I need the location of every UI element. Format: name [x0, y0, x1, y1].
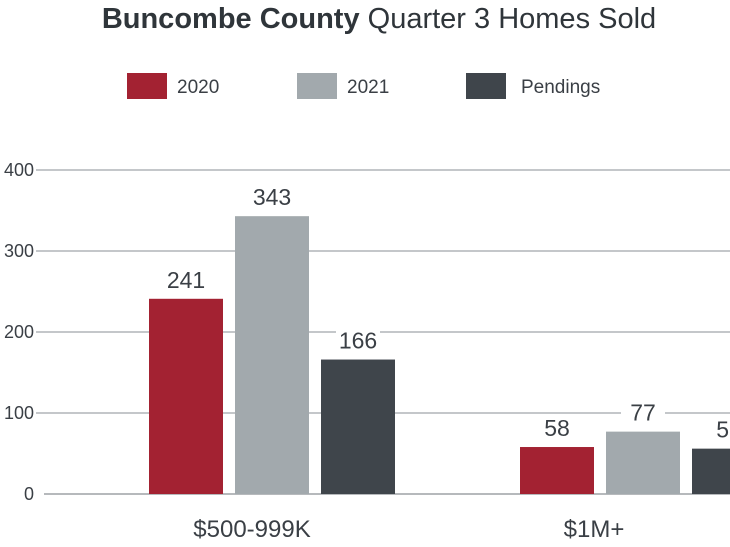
- chart-title: Buncombe County Quarter 3 Homes Sold: [102, 3, 656, 35]
- legend-label-2020: 2020: [177, 77, 219, 98]
- data-label-backdrop: [707, 415, 730, 443]
- data-label-pendings-1m: 56: [716, 417, 730, 443]
- data-label-backdrop: [535, 414, 579, 442]
- y-tick-label: 400: [4, 160, 34, 180]
- data-label-2021-1m: 77: [630, 400, 656, 426]
- data-label-pendings-500-999k: 166: [339, 328, 377, 354]
- y-tick-label: 100: [4, 403, 34, 423]
- legend-label-pendings: Pendings: [521, 77, 600, 98]
- bar-2021-1m: [606, 431, 680, 494]
- data-label-2021-500-999k: 343: [253, 184, 291, 210]
- data-label-backdrop: [164, 265, 208, 293]
- y-tick-label: 200: [4, 322, 34, 342]
- data-label-2020-1m: 58: [544, 415, 570, 441]
- bar-pendings-500-999k: [321, 359, 395, 494]
- category-label-1m: $1M+: [564, 516, 625, 543]
- data-label-backdrop: [621, 398, 665, 426]
- chart-title-rest: Quarter 3 Homes Sold: [360, 3, 657, 35]
- legend: 2020 2021 Pendings: [127, 73, 600, 99]
- legend-label-2021: 2021: [347, 77, 389, 98]
- y-tick-label: 300: [4, 241, 34, 261]
- bar-pendings-1m: [692, 448, 730, 494]
- data-label-backdrop: [250, 183, 294, 211]
- chart-title-bold: Buncombe County: [102, 3, 360, 35]
- category-label-500-999k: $500-999K: [193, 516, 310, 543]
- bar-2021-500-999k: [235, 216, 309, 495]
- data-label-backdrop: [336, 326, 380, 354]
- bar-2020-500-999k: [149, 298, 223, 494]
- plot-area: 0 100 200 300 400 241 343 166 $500-999K 58 77 56 $1M…: [4, 160, 730, 543]
- y-tick-label: 0: [24, 484, 34, 504]
- legend-swatch-pendings: [466, 73, 506, 99]
- legend-swatch-2020: [127, 73, 167, 99]
- data-label-2020-500-999k: 241: [167, 267, 205, 293]
- legend-swatch-2021: [297, 73, 337, 99]
- bar-2020-1m: [520, 447, 594, 494]
